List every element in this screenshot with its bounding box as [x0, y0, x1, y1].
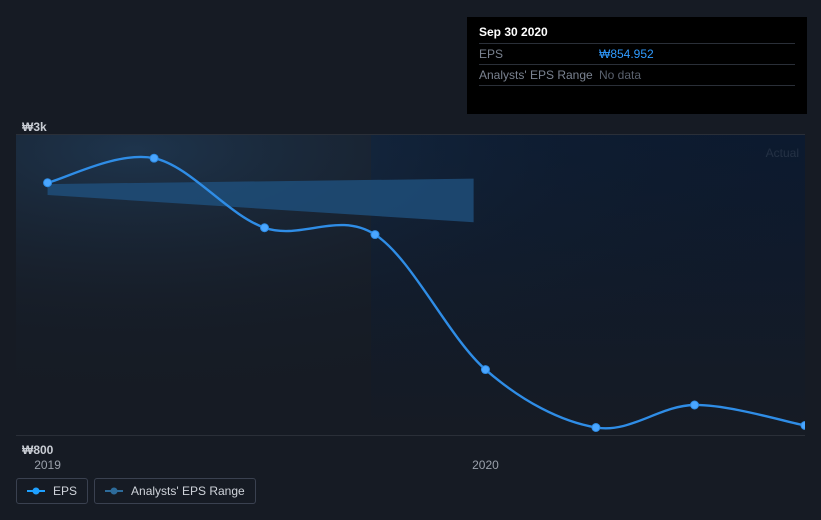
tooltip-value: No data [599, 68, 641, 82]
tooltip-label: Analysts' EPS Range [479, 68, 599, 82]
y-axis-top-label: ₩3k [22, 120, 47, 134]
dot-icon [33, 488, 40, 495]
legend-label: EPS [53, 484, 77, 498]
legend-label: Analysts' EPS Range [131, 484, 245, 498]
dot-icon [111, 488, 118, 495]
y-axis-bottom-label: ₩800 [22, 443, 53, 457]
chart-svg [16, 135, 805, 435]
chart-legend: EPS Analysts' EPS Range [16, 478, 256, 504]
x-axis-label: 2019 [34, 458, 61, 472]
line-icon [27, 490, 45, 492]
tooltip-label: EPS [479, 47, 599, 61]
plot-area[interactable] [16, 134, 805, 436]
tooltip-row-range: Analysts' EPS Range No data [479, 65, 795, 86]
tooltip-value: ₩854.952 [599, 47, 654, 61]
legend-item-range[interactable]: Analysts' EPS Range [94, 478, 256, 504]
line-icon [105, 490, 123, 492]
eps-chart[interactable]: ₩3k ₩800 2019 2020 Actual [16, 120, 805, 450]
chart-tooltip: Sep 30 2020 EPS ₩854.952 Analysts' EPS R… [467, 17, 807, 114]
tooltip-row-eps: EPS ₩854.952 [479, 44, 795, 65]
legend-item-eps[interactable]: EPS [16, 478, 88, 504]
tooltip-date: Sep 30 2020 [479, 25, 795, 44]
x-axis-label: 2020 [472, 458, 499, 472]
